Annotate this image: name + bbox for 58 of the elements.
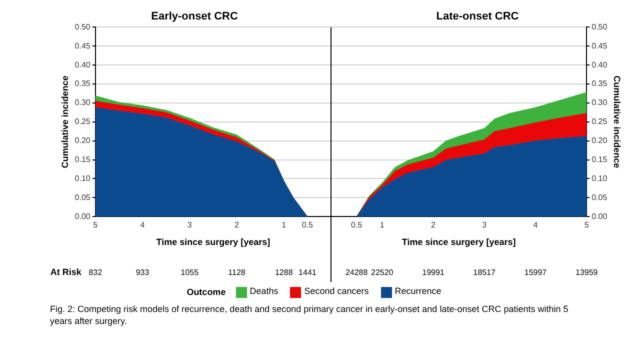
text: 933 [136,268,150,277]
y-tick-label: 0.30 [592,98,608,108]
text: 18517 [473,268,496,277]
y-tick-label: 0.05 [592,192,608,202]
y-tick-label: 0.40 [74,60,91,70]
chart-title: Early-onset CRC [151,10,238,23]
y-tick-label: 0.15 [592,154,608,164]
text: At Risk [50,267,82,278]
y-axis-title: Cumulative incidence [612,76,622,168]
chart-title: Late-onset CRC [436,10,519,23]
legend-title: Outcome [186,287,226,297]
y-tick-label: 0.15 [74,154,91,164]
text: 832 [88,268,103,277]
x-axis-title: Time since surgery [years] [402,237,516,248]
x-tick-label: 1 [282,220,287,230]
legend-label: Deaths [248,286,278,298]
y-tick-label: 0.40 [592,60,608,70]
legend-label: Second cancers [303,286,369,298]
x-tick-label: 5 [93,220,98,230]
text: 19991 [422,268,445,277]
x-tick-label: 5 [584,220,590,230]
y-tick-label: 0.45 [592,41,608,50]
y-tick-label: 0.50 [592,22,608,32]
x-tick-label: 4 [140,220,146,230]
y-tick-label: 0.05 [74,192,91,202]
x-tick-label: 0.5 [351,220,363,230]
y-tick-label: 0.25 [592,117,608,126]
y-tick-label: 0.00 [74,212,91,221]
x-tick-label: 2 [234,220,240,230]
caption: Fig. 2: Competing risk models of recurrence, death and second primary cancer in early-onset and late-onset CRC patients within 5 years after surgery. [49,303,570,328]
y-tick-label: 0.20 [592,136,608,146]
legend-label: Recurrence [394,286,442,298]
text: 1441 [298,268,317,277]
y-tick-label: 0.45 [74,41,91,50]
y-axis-title: Cumulative incidence [60,76,70,168]
x-tick-label: 2 [431,220,436,230]
y-tick-label: 0.00 [592,212,608,221]
text: 1288 [274,268,294,277]
text: 24288 [345,268,368,277]
y-tick-label: 0.50 [74,22,91,32]
x-tick-label: 3 [482,220,488,230]
y-tick-label: 0.10 [592,174,608,183]
x-tick-label: 3 [187,220,192,230]
x-tick-label: 1 [380,220,385,230]
x-axis-title: Time since surgery [years] [156,237,270,248]
y-tick-label: 0.25 [74,117,91,126]
text: 15997 [524,268,548,277]
x-tick-label: 0.5 [302,220,314,230]
y-tick-label: 0.35 [74,79,91,88]
text: 22520 [371,268,394,277]
y-tick-label: 0.35 [592,79,608,88]
text: 1128 [228,268,246,277]
text: 13959 [576,268,598,277]
y-tick-label: 0.10 [74,174,91,183]
y-tick-label: 0.20 [74,136,91,146]
y-tick-label: 0.30 [74,98,91,108]
text: 1055 [180,268,200,277]
x-tick-label: 4 [533,220,538,230]
